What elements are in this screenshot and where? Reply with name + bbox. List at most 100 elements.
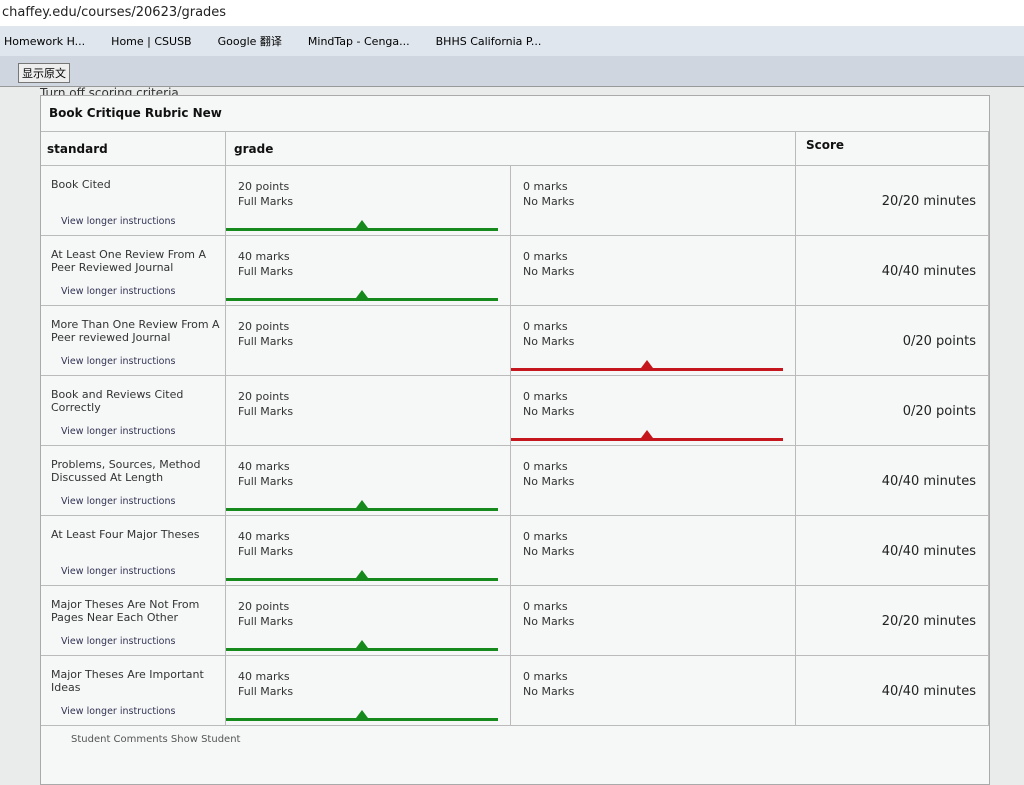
criterion: Book and Reviews Cited Correctly	[51, 388, 184, 414]
rating-points: 0 marks	[523, 320, 568, 333]
rating-label: No Marks	[523, 685, 575, 698]
score-cell: 20/20 minutes	[796, 166, 989, 236]
bookmark[interactable]: Home | CSUSB	[111, 34, 192, 48]
low-rating-cell[interactable]: 0 marks No Marks	[511, 656, 796, 726]
instructions-link[interactable]: View longer instructions	[61, 566, 176, 577]
selected-marker	[356, 640, 368, 648]
bookmark[interactable]: BHHS California P...	[435, 34, 542, 48]
selected-marker	[356, 710, 368, 718]
criterion-cell: Major Theses Are Not From Pages Near Eac…	[41, 586, 226, 656]
instructions-link[interactable]: View longer instructions	[61, 706, 176, 717]
selected-bar	[226, 298, 498, 301]
low-rating-cell[interactable]: 0 marks No Marks	[511, 236, 796, 306]
high-rating-cell[interactable]: 40 marks Full Marks	[226, 236, 511, 306]
score-cell: 40/40 minutes	[796, 236, 989, 306]
selected-bar	[226, 718, 498, 721]
rating-label: Full Marks	[238, 615, 294, 628]
criterion-cell: Problems, Sources, Method Discussed At L…	[41, 446, 226, 516]
score-cell: 0/20 points	[796, 376, 989, 446]
bookmark[interactable]: MindTap - Cenga...	[307, 34, 410, 48]
header-score: Score	[796, 132, 989, 166]
selected-bar	[226, 228, 498, 231]
selected-bar	[511, 368, 783, 371]
low-rating-cell[interactable]: 0 marks No Marks	[511, 166, 796, 236]
rating-points: 0 marks	[523, 460, 568, 473]
score-cell: 40/40 minutes	[796, 446, 989, 516]
rating-label: No Marks	[523, 195, 575, 208]
instructions-link[interactable]: View longer instructions	[61, 356, 176, 367]
selected-marker	[356, 570, 368, 578]
criterion: Major Theses Are Important Ideas	[51, 668, 204, 694]
rating-label: No Marks	[523, 475, 575, 488]
low-rating-cell[interactable]: 0 marks No Marks	[511, 586, 796, 656]
score-cell: 20/20 minutes	[796, 586, 989, 656]
header-standard: standard	[41, 132, 226, 166]
criterion: Major Theses Are Not From Pages Near Eac…	[51, 598, 200, 624]
low-rating-cell[interactable]: 0 marks No Marks	[511, 516, 796, 586]
high-rating-cell[interactable]: 20 points Full Marks	[226, 586, 511, 656]
selected-bar	[226, 578, 498, 581]
criterion: Problems, Sources, Method Discussed At L…	[51, 458, 201, 484]
bookmark[interactable]: Google 翻译	[217, 35, 282, 48]
rating-points: 20 points	[238, 180, 290, 193]
selected-marker	[356, 500, 368, 508]
rating-points: 40 marks	[238, 460, 290, 473]
translate-button[interactable]: 显示原文	[18, 63, 70, 83]
rating-points: 0 marks	[523, 390, 568, 403]
rating-label: No Marks	[523, 265, 575, 278]
rating-label: Full Marks	[238, 335, 294, 348]
rating-points: 0 marks	[523, 530, 568, 543]
criterion: More Than One Review From A Peer reviewe…	[51, 318, 220, 344]
instructions-link[interactable]: View longer instructions	[61, 286, 176, 297]
criterion-cell: At Least One Review From A Peer Reviewed…	[41, 236, 226, 306]
low-rating-cell[interactable]: 0 marks No Marks	[511, 376, 796, 446]
high-rating-cell[interactable]: 40 marks Full Marks	[226, 446, 511, 516]
rubric-title: Book Critique Rubric New	[41, 96, 989, 132]
rating-points: 0 marks	[523, 180, 568, 193]
rating-label: No Marks	[523, 405, 575, 418]
address-bar[interactable]: chaffey.edu/courses/20623/grades	[0, 0, 1024, 26]
low-rating-cell[interactable]: 0 marks No Marks	[511, 446, 796, 516]
rating-points: 20 points	[238, 320, 290, 333]
criterion: Book Cited	[51, 178, 111, 191]
instructions-link[interactable]: View longer instructions	[61, 496, 176, 507]
bookmark[interactable]: Homework H...	[4, 34, 86, 48]
instructions-link[interactable]: View longer instructions	[61, 216, 176, 227]
high-rating-cell[interactable]: 20 points Full Marks	[226, 306, 511, 376]
rating-points: 40 marks	[238, 530, 290, 543]
score-cell: 0/20 points	[796, 306, 989, 376]
high-rating-cell[interactable]: 20 points Full Marks	[226, 376, 511, 446]
bookmarks-bar: Homework H... Home | CSUSB Google 翻译 MindTa…	[0, 26, 1024, 56]
rating-points: 0 marks	[523, 600, 568, 613]
selected-marker	[641, 360, 653, 368]
rating-points: 40 marks	[238, 670, 290, 683]
score-cell: 40/40 minutes	[796, 516, 989, 586]
rating-points: 0 marks	[523, 250, 568, 263]
instructions-link[interactable]: View longer instructions	[61, 636, 176, 647]
rating-label: No Marks	[523, 615, 575, 628]
rating-label: Full Marks	[238, 195, 294, 208]
criterion: At Least Four Major Theses	[51, 528, 200, 541]
rating-label: Full Marks	[238, 545, 294, 558]
rating-label: Full Marks	[238, 685, 294, 698]
criterion-cell: At Least Four Major Theses View longer in…	[41, 516, 226, 586]
rating-label: Full Marks	[238, 475, 294, 488]
high-rating-cell[interactable]: 40 marks Full Marks	[226, 516, 511, 586]
criterion-cell: Book Cited View longer instructions	[41, 166, 226, 236]
rating-points: 0 marks	[523, 670, 568, 683]
selected-marker	[356, 290, 368, 298]
low-rating-cell[interactable]: 0 marks No Marks	[511, 306, 796, 376]
criterion-cell: More Than One Review From A Peer reviewe…	[41, 306, 226, 376]
footer-row: Student Comments Show Student	[71, 734, 241, 745]
criterion-cell: Major Theses Are Important Ideas View lon…	[41, 656, 226, 726]
high-rating-cell[interactable]: 40 marks Full Marks	[226, 656, 511, 726]
instructions-link[interactable]: View longer instructions	[61, 426, 176, 437]
rating-label: Full Marks	[238, 405, 294, 418]
high-rating-cell[interactable]: 20 points Full Marks	[226, 166, 511, 236]
rating-label: Full Marks	[238, 265, 294, 278]
score-cell: 40/40 minutes	[796, 656, 989, 726]
translate-bar	[0, 56, 1024, 87]
selected-marker	[641, 430, 653, 438]
selected-bar	[511, 438, 783, 441]
